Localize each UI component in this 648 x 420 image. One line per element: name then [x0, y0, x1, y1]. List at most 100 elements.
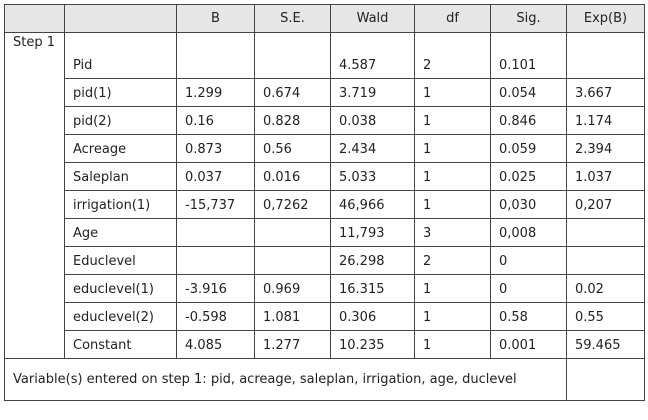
- se-cell: [254, 32, 331, 79]
- df-cell: 1: [414, 274, 491, 303]
- b-cell: -3.916: [176, 274, 255, 303]
- b-cell: 4.085: [176, 330, 255, 359]
- wald-cell: 16.315: [330, 274, 415, 303]
- variable-cell: Educlevel: [64, 246, 177, 275]
- table-row: educlevel(1) -3.916 0.969 16.315 1 0 0.02: [5, 274, 645, 303]
- variable-cell: pid(1): [64, 78, 177, 107]
- df-cell: 2: [414, 32, 491, 79]
- b-cell: 0.873: [176, 134, 255, 163]
- sig-cell: 0.059: [490, 134, 567, 163]
- sig-cell: 0,008: [490, 218, 567, 247]
- expb-cell: 0.02: [566, 274, 645, 303]
- sig-cell: 0.054: [490, 78, 567, 107]
- variable-cell: pid(2): [64, 106, 177, 135]
- variable-cell: Age: [64, 218, 177, 247]
- wald-cell: 3.719: [330, 78, 415, 107]
- b-cell: 1.299: [176, 78, 255, 107]
- df-cell: 1: [414, 302, 491, 331]
- footnote-empty-cell: [566, 358, 645, 401]
- b-cell: -15,737: [176, 190, 255, 219]
- se-cell: 0.969: [254, 274, 331, 303]
- expb-cell: 0.55: [566, 302, 645, 331]
- df-cell: 1: [414, 106, 491, 135]
- se-cell: 0,7262: [254, 190, 331, 219]
- expb-cell: [566, 246, 645, 275]
- b-cell: 0.16: [176, 106, 255, 135]
- se-cell: 0.674: [254, 78, 331, 107]
- table-row: irrigation(1) -15,737 0,7262 46,966 1 0,030 0,…: [5, 190, 645, 219]
- variable-cell: Constant: [64, 330, 177, 359]
- sig-cell: 0.001: [490, 330, 567, 359]
- wald-cell: 10.235: [330, 330, 415, 359]
- expb-cell: 2.394: [566, 134, 645, 163]
- se-cell: 1.081: [254, 302, 331, 331]
- se-cell: 1.277: [254, 330, 331, 359]
- wald-cell: 4.587: [330, 32, 415, 79]
- wald-cell: 11,793: [330, 218, 415, 247]
- sig-cell: 0.101: [490, 32, 567, 79]
- header-se: S.E.: [254, 4, 331, 33]
- table-row: Age 11,793 3 0,008: [5, 218, 645, 247]
- b-cell: 0.037: [176, 162, 255, 191]
- table-row: Constant 4.085 1.277 10.235 1 0.001 59.465: [5, 330, 645, 359]
- se-cell: [254, 218, 331, 247]
- table-row: pid(2) 0.16 0.828 0.038 1 0.846 1.174: [5, 106, 645, 135]
- df-cell: 3: [414, 218, 491, 247]
- table-row: Saleplan 0.037 0.016 5.033 1 0.025 1.037: [5, 162, 645, 191]
- se-cell: 0.828: [254, 106, 331, 135]
- variable-cell: educlevel(2): [64, 302, 177, 331]
- table-row: Educlevel 26.298 2 0: [5, 246, 645, 275]
- variable-cell: Acreage: [64, 134, 177, 163]
- header-cell: [4, 4, 65, 33]
- df-cell: 2: [414, 246, 491, 275]
- header-sig: Sig.: [490, 4, 567, 33]
- expb-cell: 1.037: [566, 162, 645, 191]
- se-cell: [254, 246, 331, 275]
- wald-cell: 5.033: [330, 162, 415, 191]
- df-cell: 1: [414, 190, 491, 219]
- df-cell: 1: [414, 134, 491, 163]
- header-wald: Wald: [330, 4, 415, 33]
- b-cell: [176, 218, 255, 247]
- table-row: pid(1) 1.299 0.674 3.719 1 0.054 3.667: [5, 78, 645, 107]
- sig-cell: 0: [490, 274, 567, 303]
- table-row: educlevel(2) -0.598 1.081 0.306 1 0.58 0.55: [5, 302, 645, 331]
- step-label: Step 1: [4, 32, 65, 359]
- wald-cell: 26.298: [330, 246, 415, 275]
- expb-cell: 59.465: [566, 330, 645, 359]
- sig-cell: 0: [490, 246, 567, 275]
- se-cell: 0.016: [254, 162, 331, 191]
- table-row: Acreage 0.873 0.56 2.434 1 0.059 2.394: [5, 134, 645, 163]
- variable-cell: irrigation(1): [64, 190, 177, 219]
- logistic-regression-table: B S.E. Wald df Sig. Exp(B) Step 1 Pid 4.58…: [4, 4, 645, 401]
- sig-cell: 0.025: [490, 162, 567, 191]
- header-df: df: [414, 4, 491, 33]
- header-row: B S.E. Wald df Sig. Exp(B): [4, 4, 645, 33]
- variable-cell: Saleplan: [64, 162, 177, 191]
- sig-cell: 0,030: [490, 190, 567, 219]
- table-row: Step 1 Pid 4.587 2 0.101: [4, 32, 645, 359]
- wald-cell: 0.306: [330, 302, 415, 331]
- header-cell: [64, 4, 177, 33]
- se-cell: 0.56: [254, 134, 331, 163]
- expb-cell: [566, 218, 645, 247]
- wald-cell: 46,966: [330, 190, 415, 219]
- expb-cell: 0,207: [566, 190, 645, 219]
- header-b: B: [176, 4, 255, 33]
- sig-cell: 0.58: [490, 302, 567, 331]
- sig-cell: 0.846: [490, 106, 567, 135]
- b-cell: [176, 246, 255, 275]
- wald-cell: 0.038: [330, 106, 415, 135]
- expb-cell: 3.667: [566, 78, 645, 107]
- df-cell: 1: [414, 78, 491, 107]
- variable-cell: educlevel(1): [64, 274, 177, 303]
- b-cell: -0.598: [176, 302, 255, 331]
- footnote: Variable(s) entered on step 1: pid, acre…: [4, 358, 567, 401]
- wald-cell: 2.434: [330, 134, 415, 163]
- df-cell: 1: [414, 162, 491, 191]
- b-cell: [176, 32, 255, 79]
- expb-cell: [566, 32, 645, 79]
- df-cell: 1: [414, 330, 491, 359]
- expb-cell: 1.174: [566, 106, 645, 135]
- header-expb: Exp(B): [566, 4, 645, 33]
